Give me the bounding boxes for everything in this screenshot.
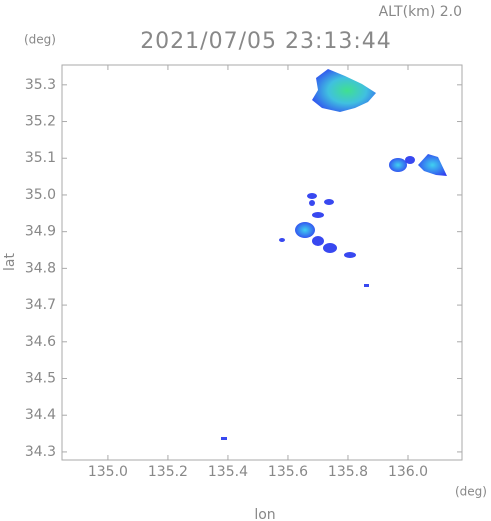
y-tick-label: 35.0 — [25, 187, 56, 203]
echo — [312, 212, 324, 218]
echo — [323, 243, 337, 253]
plot-frame — [61, 64, 463, 461]
x-tick-label: 135.0 — [88, 464, 128, 480]
y-tick-label: 34.9 — [25, 224, 56, 240]
echo — [279, 238, 285, 242]
radar-echoes — [221, 69, 447, 440]
x-tick-label: 135.6 — [268, 464, 308, 480]
x-tick-label: 135.8 — [328, 464, 368, 480]
y-unit: (deg) — [24, 33, 56, 47]
y-tick-label: 35.2 — [25, 114, 56, 130]
y-tick-label: 34.4 — [25, 407, 56, 423]
y-tick-label: 34.6 — [25, 334, 56, 350]
echo — [344, 252, 356, 258]
echo — [312, 236, 324, 246]
echo — [312, 69, 376, 112]
x-tick-label: 136.0 — [388, 464, 428, 480]
y-tick-label: 34.5 — [25, 371, 56, 387]
y-tick-label: 34.7 — [25, 297, 56, 313]
echo — [418, 154, 447, 176]
y-tick-label: 34.8 — [25, 260, 56, 276]
echo — [364, 284, 369, 287]
echo — [405, 156, 415, 164]
y-tick-label: 35.1 — [25, 150, 56, 166]
x-tick-label: 135.2 — [148, 464, 188, 480]
x-tick-label: 135.4 — [208, 464, 248, 480]
y-axis-label: lat — [2, 253, 18, 271]
echo — [307, 193, 317, 199]
y-tick-label: 35.3 — [25, 77, 56, 93]
echo — [324, 199, 334, 205]
x-axis-label: lon — [254, 507, 275, 521]
y-tick-label: 34.3 — [25, 444, 56, 460]
chart-title: 2021/07/05 23:13:44 — [140, 29, 392, 54]
echo — [309, 200, 315, 206]
echo — [389, 158, 407, 172]
x-unit: (deg) — [455, 485, 487, 499]
altitude-label: ALT(km) 2.0 — [379, 4, 462, 20]
echo — [295, 222, 315, 238]
echo — [221, 437, 227, 440]
